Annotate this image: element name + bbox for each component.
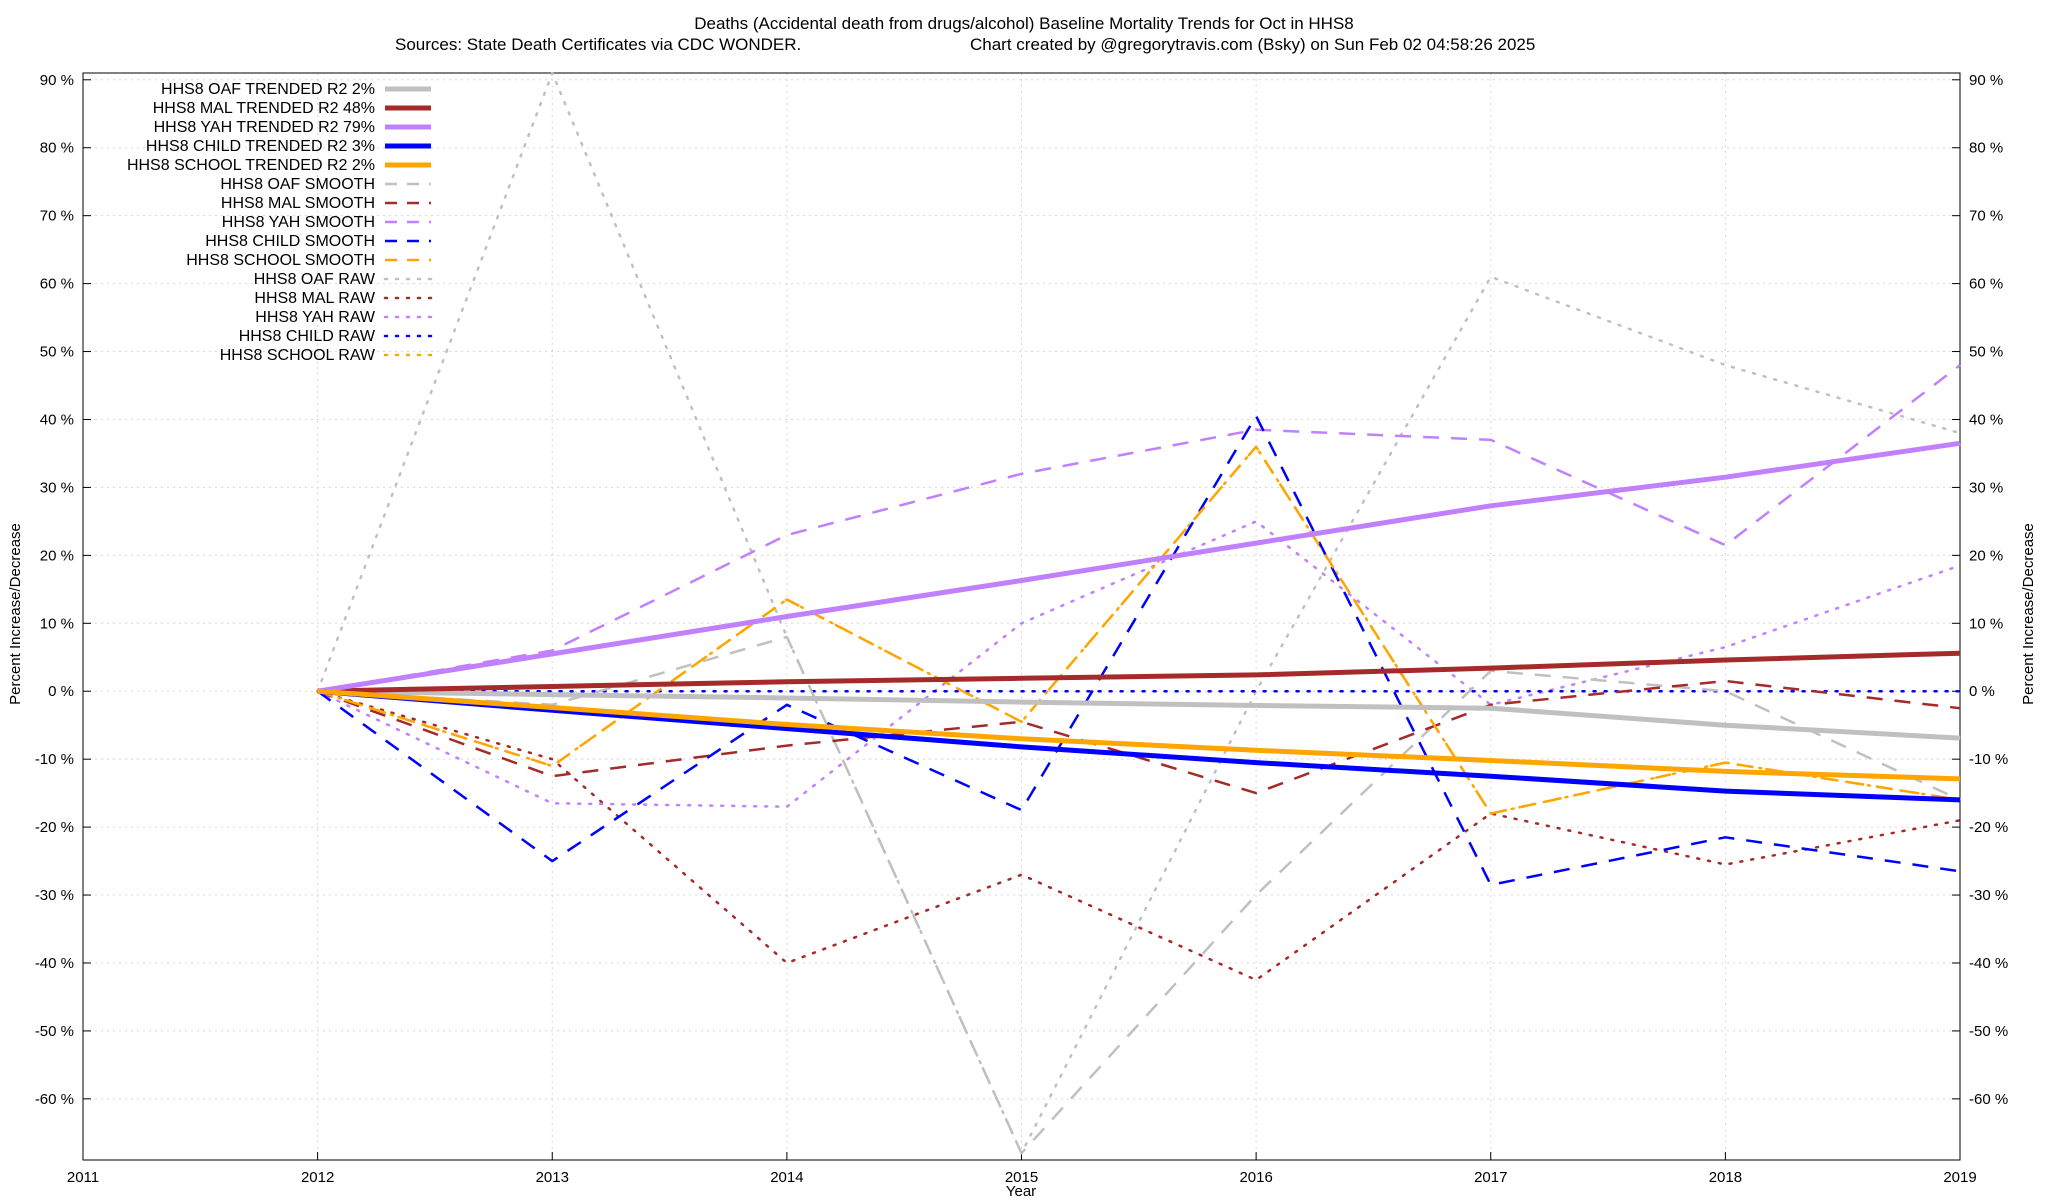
y-tick-label-left: -30 % bbox=[35, 887, 74, 904]
legend-label-hhs8-school-trended-r2: HHS8 SCHOOL TRENDED R2 2% bbox=[127, 157, 375, 174]
legend-label-hhs8-mal-raw: HHS8 MAL RAW bbox=[254, 290, 376, 307]
series-line-hhs8-oaf-smooth bbox=[317, 635, 1961, 1155]
x-tick-label: 2016 bbox=[1239, 1169, 1272, 1186]
chart-title: Deaths (Accidental death from drugs/alco… bbox=[694, 14, 1354, 33]
series-line-hhs8-mal-raw bbox=[316, 689, 1962, 982]
y-tick-label-left: -50 % bbox=[35, 1023, 74, 1040]
chart-subtitle-credit: Chart created by @gregorytravis.com (Bsk… bbox=[970, 35, 1535, 54]
y-tick-label-left: -60 % bbox=[35, 1091, 74, 1108]
x-tick-label: 2018 bbox=[1709, 1169, 1742, 1186]
legend-label-hhs8-yah-raw: HHS8 YAH RAW bbox=[255, 309, 376, 326]
y-tick-label-left: 60 % bbox=[40, 276, 74, 293]
y-tick-label-left: 20 % bbox=[40, 547, 74, 564]
y-tick-label-right: -50 % bbox=[1969, 1023, 2008, 1040]
y-tick-label-left: 90 % bbox=[40, 72, 74, 89]
y-tick-label-right: 0 % bbox=[1969, 683, 1995, 700]
y-tick-label-left: 10 % bbox=[40, 615, 74, 632]
y-tick-label-right: 70 % bbox=[1969, 208, 2003, 225]
y-tick-label-left: -40 % bbox=[35, 955, 74, 972]
legend-label-hhs8-mal-smooth: HHS8 MAL SMOOTH bbox=[221, 195, 375, 212]
y-tick-label-right: -10 % bbox=[1969, 751, 2008, 768]
series-line-hhs8-mal-trended-r2 bbox=[317, 650, 1961, 694]
y-tick-label-right: -40 % bbox=[1969, 955, 2008, 972]
legend: HHS8 OAF TRENDED R2 2% HHS8 MAL TRENDED R… bbox=[127, 81, 433, 364]
y-tick-label-right: 30 % bbox=[1969, 479, 2003, 496]
legend-label-hhs8-oaf-trended-r2: HHS8 OAF TRENDED R2 2% bbox=[161, 81, 375, 98]
legend-label-hhs8-oaf-raw: HHS8 OAF RAW bbox=[254, 271, 376, 288]
y-axis-label-right: Percent Increase/Decrease bbox=[2020, 523, 2037, 705]
y-tick-label-right: 90 % bbox=[1969, 72, 2003, 89]
legend-label-hhs8-yah-smooth: HHS8 YAH SMOOTH bbox=[222, 214, 375, 231]
y-tick-label-right: 10 % bbox=[1969, 615, 2003, 632]
y-tick-label-right: 20 % bbox=[1969, 547, 2003, 564]
y-tick-label-left: 30 % bbox=[40, 479, 74, 496]
y-tick-label-right: 50 % bbox=[1969, 344, 2003, 361]
y-axis-label-left: Percent Increase/Decrease bbox=[7, 523, 24, 705]
x-tick-label: 2017 bbox=[1474, 1169, 1507, 1186]
series-line-hhs8-child-smooth bbox=[316, 414, 1961, 887]
legend-label-hhs8-mal-trended-r2: HHS8 MAL TRENDED R2 48% bbox=[153, 100, 375, 117]
legend-label-hhs8-yah-trended-r2: HHS8 YAH TRENDED R2 79% bbox=[154, 119, 375, 136]
data-series bbox=[316, 71, 1962, 1155]
legend-label-hhs8-child-raw: HHS8 CHILD RAW bbox=[239, 328, 376, 345]
y-tick-label-left: 50 % bbox=[40, 344, 74, 361]
series-line-hhs8-yah-smooth bbox=[317, 364, 1961, 693]
x-tick-label: 2014 bbox=[770, 1169, 803, 1186]
x-axis-label: Year bbox=[1006, 1183, 1036, 1200]
y-tick-label-left: 0 % bbox=[48, 683, 74, 700]
y-tick-label-left: 80 % bbox=[40, 140, 74, 157]
series-line-hhs8-yah-raw bbox=[316, 520, 1962, 808]
y-tick-label-left: 40 % bbox=[40, 411, 74, 428]
series-line-hhs8-child-trended-r2 bbox=[317, 688, 1961, 803]
legend-label-hhs8-oaf-smooth: HHS8 OAF SMOOTH bbox=[220, 176, 375, 193]
series-line-hhs8-mal-smooth bbox=[317, 679, 1961, 795]
legend-label-hhs8-school-smooth: HHS8 SCHOOL SMOOTH bbox=[186, 252, 375, 269]
legend-label-hhs8-child-smooth: HHS8 CHILD SMOOTH bbox=[205, 233, 375, 250]
y-tick-label-left: -10 % bbox=[35, 751, 74, 768]
y-tick-label-right: 80 % bbox=[1969, 140, 2003, 157]
legend-label-hhs8-child-trended-r2: HHS8 CHILD TRENDED R2 3% bbox=[146, 138, 375, 155]
x-tick-label: 2011 bbox=[67, 1169, 99, 1186]
x-tick-label: 2013 bbox=[536, 1169, 569, 1186]
axis-ticks: 2011 2012 2013 2014 2015 2016 2017 2018 2019 90 %… bbox=[35, 72, 2008, 1186]
x-tick-label: 2012 bbox=[301, 1169, 334, 1186]
chart-subtitle-sources: Sources: State Death Certificates via CD… bbox=[395, 35, 801, 54]
series-line-hhs8-yah-trended-r2 bbox=[317, 440, 1961, 694]
y-tick-label-left: 70 % bbox=[40, 208, 74, 225]
series-line-hhs8-oaf-raw bbox=[316, 71, 1962, 1155]
y-tick-label-right: -20 % bbox=[1969, 819, 2008, 836]
legend-label-hhs8-school-raw: HHS8 SCHOOL RAW bbox=[220, 347, 376, 364]
x-tick-label: 2015 bbox=[1005, 1169, 1038, 1186]
y-tick-label-left: -20 % bbox=[35, 819, 74, 836]
y-tick-label-right: 40 % bbox=[1969, 411, 2003, 428]
x-tick-label: 2019 bbox=[1943, 1169, 1976, 1186]
series-line-hhs8-oaf-trended-r2 bbox=[317, 688, 1961, 741]
y-tick-label-right: 60 % bbox=[1969, 276, 2003, 293]
y-tick-label-right: -60 % bbox=[1969, 1091, 2008, 1108]
y-tick-label-right: -30 % bbox=[1969, 887, 2008, 904]
series-line-hhs8-school-trended-r2 bbox=[317, 688, 1961, 782]
